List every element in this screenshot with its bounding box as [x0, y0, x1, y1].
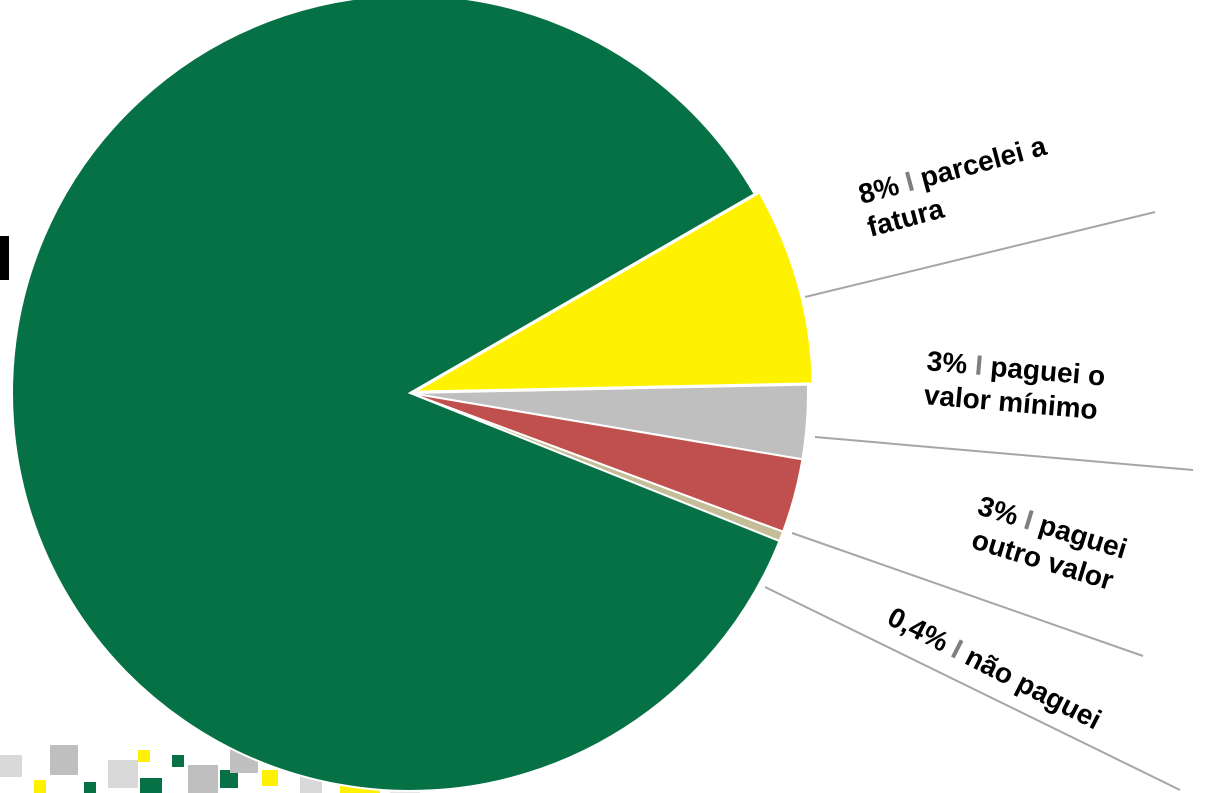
pie-slice — [11, 0, 781, 792]
edge-bar — [0, 236, 9, 280]
pie — [11, 0, 814, 792]
label-separator: I — [1020, 504, 1038, 536]
label-separator: I — [901, 165, 918, 198]
label-separator: I — [973, 349, 985, 381]
leader-lines — [764, 211, 1194, 791]
value-label: 3% — [925, 345, 969, 380]
pie-slice — [414, 191, 814, 393]
